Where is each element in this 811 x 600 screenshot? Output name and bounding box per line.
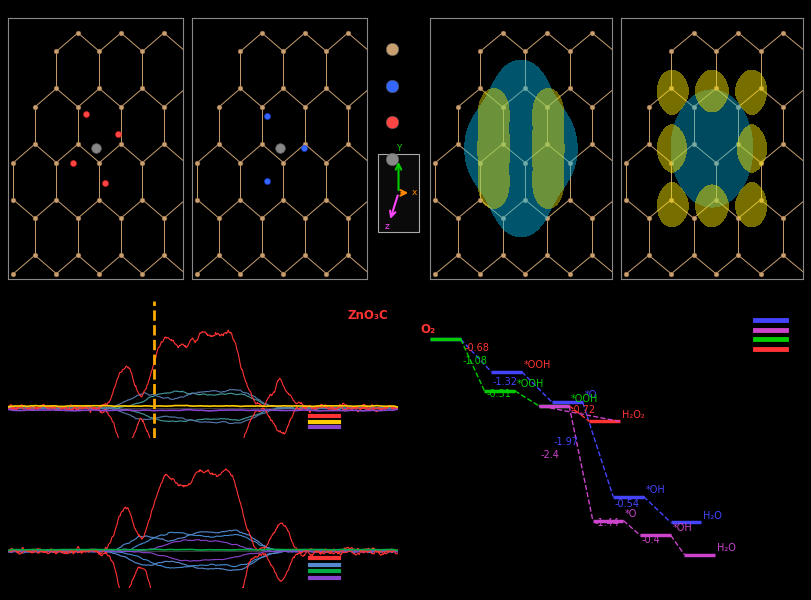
Text: *OOH: *OOH (523, 360, 551, 370)
Text: *OOH: *OOH (517, 379, 544, 389)
Text: O₂: O₂ (420, 323, 436, 337)
Text: ZnO₃C: ZnO₃C (347, 309, 388, 322)
Text: -1.44: -1.44 (594, 518, 620, 527)
Text: -0.31: -0.31 (486, 389, 511, 400)
Text: x: x (412, 188, 418, 197)
Text: *O: *O (585, 391, 597, 400)
Text: -1.97: -1.97 (554, 437, 579, 446)
Text: -1.08: -1.08 (462, 356, 487, 366)
Text: -0.68: -0.68 (464, 343, 489, 353)
Text: -0.54: -0.54 (615, 499, 640, 509)
Text: *OH: *OH (672, 523, 693, 533)
Text: Y: Y (396, 144, 401, 153)
Text: *OOH: *OOH (571, 394, 599, 404)
Text: -0.72: -0.72 (571, 404, 596, 415)
Text: H₂O: H₂O (716, 542, 736, 553)
Text: z: z (384, 223, 389, 232)
Text: *O: *O (625, 509, 637, 518)
Text: H₂O₂: H₂O₂ (622, 410, 645, 419)
FancyBboxPatch shape (379, 154, 418, 232)
Text: H₂O: H₂O (703, 511, 722, 521)
Text: *OH: *OH (646, 485, 665, 494)
Text: -2.4: -2.4 (540, 451, 560, 460)
Text: -1.32: -1.32 (493, 377, 518, 386)
Text: -0.4: -0.4 (642, 535, 661, 545)
